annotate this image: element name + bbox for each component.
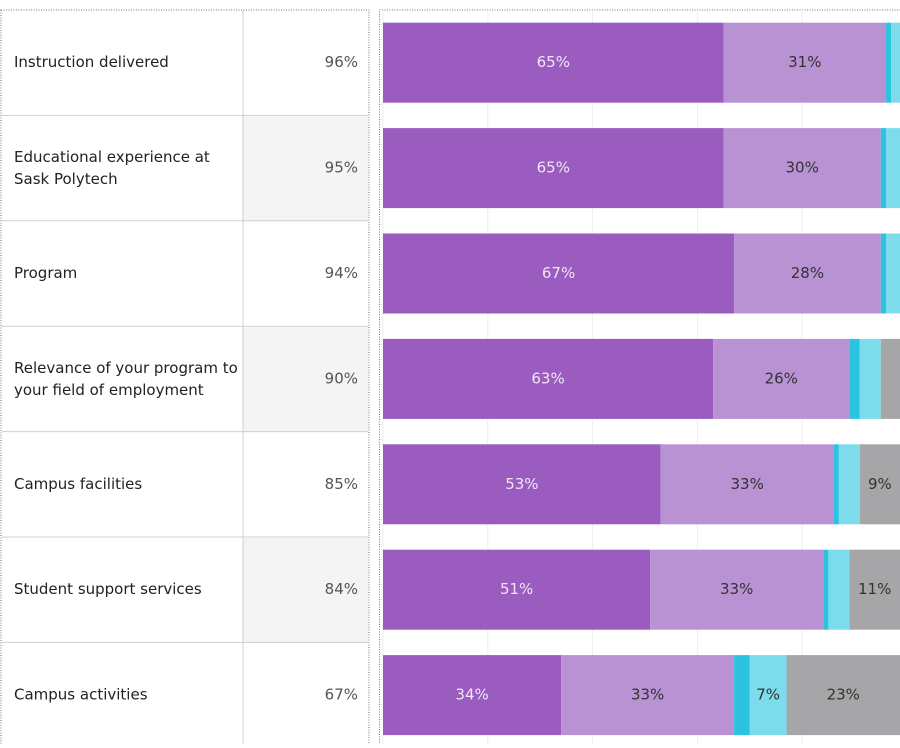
bar-label: 63% xyxy=(531,369,564,387)
bar-label: 23% xyxy=(827,686,860,704)
bar-label: 28% xyxy=(791,264,824,282)
bar-label: 33% xyxy=(731,475,764,493)
bar-label: 11% xyxy=(858,580,891,598)
bar-segment xyxy=(886,128,900,208)
bar-label: 33% xyxy=(631,686,664,704)
bar-label: 34% xyxy=(455,686,488,704)
bar-segment xyxy=(823,550,828,630)
bar-segment xyxy=(834,444,839,524)
row-label: Student support services xyxy=(14,580,202,598)
bar-segment xyxy=(860,339,881,419)
bar-label: 67% xyxy=(542,264,575,282)
bar-segment xyxy=(881,128,886,208)
bar-label: 65% xyxy=(537,53,570,71)
total-label: 94% xyxy=(325,264,358,282)
row-label: Campus activities xyxy=(14,686,148,704)
total-label: 90% xyxy=(325,369,358,387)
bar-segment xyxy=(886,234,900,314)
bar-label: 51% xyxy=(500,580,533,598)
bar-segment xyxy=(886,23,891,103)
bar-segment xyxy=(881,339,900,419)
bar-label: 33% xyxy=(720,580,753,598)
bar-label: 30% xyxy=(786,159,819,177)
row-label: Campus facilities xyxy=(14,475,142,493)
bar-segment xyxy=(881,234,886,314)
bar-label: 26% xyxy=(765,369,798,387)
total-label: 85% xyxy=(325,475,358,493)
total-label: 96% xyxy=(325,53,358,71)
bar-label: 65% xyxy=(537,159,570,177)
bar-segment xyxy=(891,23,900,103)
bar-label: 7% xyxy=(756,686,780,704)
bar-segment xyxy=(849,339,859,419)
bar-label: 9% xyxy=(868,475,892,493)
bar-segment xyxy=(734,655,750,735)
total-label: 67% xyxy=(325,686,358,704)
bar-label: 31% xyxy=(788,53,821,71)
total-label: 84% xyxy=(325,580,358,598)
bar-segment xyxy=(839,444,860,524)
row-label: Program xyxy=(14,264,77,282)
total-label: 95% xyxy=(325,159,358,177)
bar-label: 53% xyxy=(505,475,538,493)
row-label: Instruction delivered xyxy=(14,53,169,71)
bar-segment xyxy=(828,550,849,630)
